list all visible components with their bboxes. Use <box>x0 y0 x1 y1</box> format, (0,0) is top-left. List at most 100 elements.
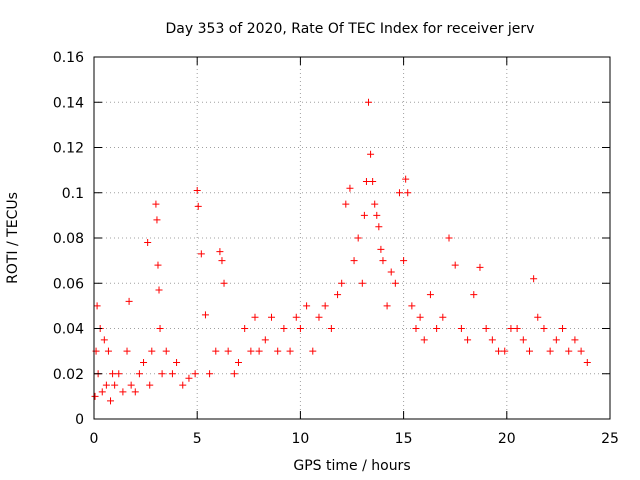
data-point <box>426 291 434 299</box>
data-point <box>433 325 441 332</box>
data-point <box>234 358 242 366</box>
data-point <box>111 381 119 389</box>
data-point <box>230 370 238 378</box>
x-tick-label: 25 <box>601 431 619 447</box>
data-point <box>488 336 496 344</box>
data-point <box>387 268 395 276</box>
data-point <box>439 313 447 321</box>
data-point <box>559 325 567 332</box>
data-point <box>148 347 156 355</box>
data-point <box>583 358 591 366</box>
data-point <box>292 313 300 321</box>
data-point <box>93 302 101 310</box>
y-tick-label: 0.06 <box>53 276 84 292</box>
data-point <box>412 325 420 332</box>
x-axis-label: GPS time / hours <box>293 458 410 474</box>
data-point <box>371 200 379 208</box>
data-point <box>127 381 135 389</box>
y-tick-label: 0.16 <box>53 50 84 66</box>
data-point <box>261 336 269 344</box>
data-point <box>354 234 362 242</box>
data-point <box>107 397 115 405</box>
data-point <box>309 347 317 355</box>
data-point <box>552 336 560 344</box>
x-tick-label: 0 <box>90 431 99 447</box>
data-point <box>152 200 160 208</box>
data-point <box>191 370 199 378</box>
data-point <box>255 347 263 355</box>
data-point <box>365 98 373 106</box>
data-point <box>501 347 509 355</box>
data-point <box>194 202 202 210</box>
data-point <box>367 150 375 158</box>
data-point <box>241 325 249 332</box>
data-point <box>360 211 368 219</box>
data-point <box>540 325 548 332</box>
y-tick-label: 0.08 <box>53 231 84 247</box>
data-point <box>179 381 187 389</box>
data-point <box>379 257 387 265</box>
data-point <box>377 245 385 253</box>
data-point <box>327 325 335 332</box>
data-point <box>125 297 133 305</box>
data-point <box>280 325 288 332</box>
data-point <box>470 291 478 299</box>
data-point <box>375 223 383 231</box>
data-point <box>286 347 294 355</box>
data-point <box>193 186 201 194</box>
data-point <box>146 381 154 389</box>
data-point <box>98 388 106 396</box>
data-point <box>201 311 209 319</box>
data-point <box>338 279 346 287</box>
data-point <box>315 313 323 321</box>
data-point <box>303 302 311 310</box>
data-point <box>102 381 110 389</box>
data-point <box>251 313 259 321</box>
data-point <box>577 347 585 355</box>
data-point <box>526 347 534 355</box>
data-point <box>342 200 350 208</box>
data-point <box>216 248 224 256</box>
data-point <box>513 325 521 332</box>
y-tick-label: 0.14 <box>53 95 84 111</box>
data-point <box>91 392 99 400</box>
x-tick-label: 10 <box>291 431 309 447</box>
data-point <box>350 257 358 265</box>
data-point <box>476 263 484 271</box>
data-point <box>346 184 354 192</box>
data-point <box>404 189 412 197</box>
scatter-points <box>91 98 591 405</box>
data-point <box>109 370 117 378</box>
y-axis-label: ROTI / TECUs <box>5 192 21 284</box>
data-point <box>400 257 408 265</box>
data-point <box>119 388 127 396</box>
axis-ticks: 0 5 10 15 20 25 0 0.02 0.04 0.06 0.08 0.1 0.12 0.14 0.… <box>53 50 619 447</box>
data-point <box>220 279 228 287</box>
y-tick-label: 0.04 <box>53 322 84 338</box>
x-tick-label: 15 <box>395 431 413 447</box>
data-point <box>391 279 399 287</box>
data-point <box>565 347 573 355</box>
data-point <box>482 325 490 332</box>
data-point <box>144 239 152 247</box>
data-point <box>369 177 377 185</box>
data-point <box>402 175 410 183</box>
data-point <box>321 302 329 310</box>
data-point <box>296 325 304 332</box>
y-tick-label: 0 <box>75 412 84 428</box>
grid-lines <box>94 57 610 419</box>
data-point <box>546 347 554 355</box>
data-point <box>395 189 403 197</box>
data-point <box>420 336 428 344</box>
data-point <box>408 302 416 310</box>
data-point <box>197 250 205 258</box>
data-point <box>247 347 255 355</box>
data-point <box>173 358 181 366</box>
data-point <box>158 370 166 378</box>
chart-title: Day 353 of 2020, Rate Of TEC Index for r… <box>166 21 535 37</box>
data-point <box>155 286 163 294</box>
data-point <box>571 336 579 344</box>
data-point <box>135 370 143 378</box>
